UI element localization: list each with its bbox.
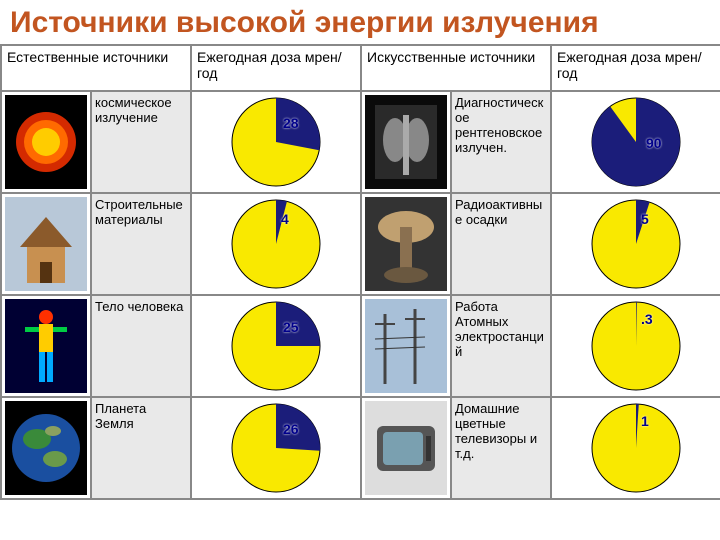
- artificial-pie: 5: [551, 193, 720, 295]
- artificial-label: Радиоактивные осадки: [451, 193, 551, 295]
- artificial-image: [361, 193, 451, 295]
- pie-value-label: 5: [641, 211, 649, 227]
- natural-image: [1, 91, 91, 193]
- artificial-pie: .3: [551, 295, 720, 397]
- natural-pie: 28: [191, 91, 361, 193]
- natural-label: Планета Земля: [91, 397, 191, 499]
- house-icon: [5, 197, 87, 291]
- natural-image: [1, 193, 91, 295]
- tv-icon: [365, 401, 447, 495]
- natural-pie: 25: [191, 295, 361, 397]
- header-artificial: Искусственные источники: [361, 45, 551, 91]
- natural-image: [1, 295, 91, 397]
- header-dose2: Ежегодная доза мрен/год: [551, 45, 720, 91]
- natural-label: Строительные материалы: [91, 193, 191, 295]
- pie-value-label: 28: [283, 115, 299, 131]
- artificial-pie: 90: [551, 91, 720, 193]
- header-dose1: Ежегодная доза мрен/год: [191, 45, 361, 91]
- natural-pie: 4: [191, 193, 361, 295]
- artificial-label: Диагностическое рентгеновское излучен.: [451, 91, 551, 193]
- natural-label: Тело человека: [91, 295, 191, 397]
- pie-value-label: .3: [641, 311, 653, 327]
- page-title: Источники высокой энергии излучения: [0, 0, 720, 44]
- pie-value-label: 1: [641, 413, 649, 429]
- artificial-label: Работа Атомных электростанций: [451, 295, 551, 397]
- artificial-label: Домашние цветные телевизоры и т.д.: [451, 397, 551, 499]
- sun-icon: [5, 95, 87, 189]
- pie-value-label: 25: [283, 319, 299, 335]
- artificial-image: [361, 91, 451, 193]
- earth-icon: [5, 401, 87, 495]
- artificial-image: [361, 295, 451, 397]
- pie-value-label: 26: [283, 421, 299, 437]
- pie-value-label: 90: [646, 135, 662, 151]
- natural-image: [1, 397, 91, 499]
- artificial-pie: 1: [551, 397, 720, 499]
- natural-label: космическое излучение: [91, 91, 191, 193]
- header-natural: Естественные источники: [1, 45, 191, 91]
- mushroom-icon: [365, 197, 447, 291]
- pie-value-label: 4: [281, 211, 289, 227]
- xray-icon: [365, 95, 447, 189]
- body-icon: [5, 299, 87, 393]
- powerlines-icon: [365, 299, 447, 393]
- artificial-image: [361, 397, 451, 499]
- natural-pie: 26: [191, 397, 361, 499]
- comparison-grid: Естественные источники Ежегодная доза мр…: [0, 44, 720, 500]
